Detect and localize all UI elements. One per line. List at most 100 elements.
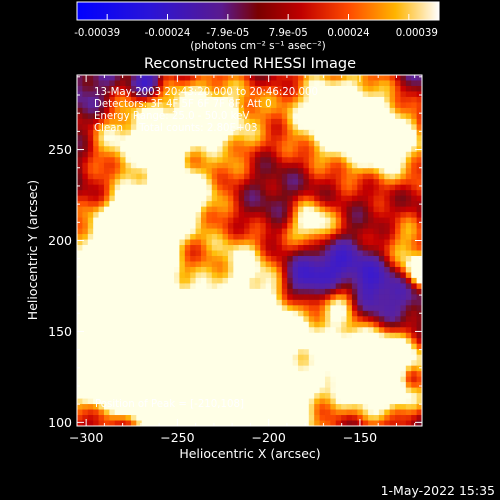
heatmap-cell xyxy=(281,228,288,235)
heatmap-cell xyxy=(222,316,229,323)
heatmap-cell xyxy=(227,195,234,202)
heatmap-cell xyxy=(330,354,337,361)
heatmap-cell xyxy=(179,223,186,230)
heatmap-cell xyxy=(227,217,234,224)
heatmap-cell xyxy=(373,184,380,191)
heatmap-cell xyxy=(373,162,380,169)
heatmap-cell xyxy=(130,168,137,175)
heatmap-cell xyxy=(244,212,251,219)
heatmap-cell xyxy=(163,223,170,230)
heatmap-cell xyxy=(265,277,272,284)
heatmap-cell xyxy=(179,360,186,367)
heatmap-cell xyxy=(405,173,412,180)
heatmap-cell xyxy=(362,212,369,219)
heatmap-cell xyxy=(368,157,375,164)
heatmap-cell xyxy=(82,234,89,241)
heatmap-cell xyxy=(276,332,283,339)
heatmap-cell xyxy=(357,85,364,93)
heatmap-cell xyxy=(136,272,143,279)
heatmap-cell xyxy=(254,228,261,235)
heatmap-cell xyxy=(330,261,337,268)
heatmap-cell xyxy=(217,415,224,422)
heatmap-cell xyxy=(416,310,422,317)
heatmap-cell xyxy=(179,255,186,263)
heatmap-cell xyxy=(211,102,218,109)
heatmap-cell xyxy=(125,184,132,191)
heatmap-cell xyxy=(287,228,294,235)
heatmap-cell xyxy=(152,338,159,345)
heatmap-cell xyxy=(120,332,127,339)
heatmap-cell xyxy=(244,409,251,416)
heatmap-cell xyxy=(368,272,375,279)
heatmap-cell xyxy=(276,124,283,131)
heatmap-cell xyxy=(87,124,94,131)
heatmap-cell xyxy=(82,201,89,208)
heatmap-cell xyxy=(233,409,240,416)
heatmap-cell xyxy=(292,398,299,405)
heatmap-cell xyxy=(147,124,154,131)
heatmap-cell xyxy=(271,96,278,104)
heatmap-cell xyxy=(217,173,224,180)
heatmap-cell xyxy=(308,129,315,136)
heatmap-cell xyxy=(195,146,202,153)
heatmap-cell xyxy=(87,294,94,301)
heatmap-cell xyxy=(384,393,391,400)
heatmap-cell xyxy=(254,305,261,312)
heatmap-cell xyxy=(319,234,326,241)
heatmap-cell xyxy=(357,107,364,114)
heatmap-cell xyxy=(87,327,94,334)
heatmap-cell xyxy=(222,343,229,350)
heatmap-cell xyxy=(400,354,407,361)
heatmap-cell xyxy=(190,294,197,301)
heatmap-cell xyxy=(179,261,186,268)
heatmap-cell xyxy=(308,382,315,389)
heatmap-cell xyxy=(330,245,337,252)
heatmap-cell xyxy=(308,118,315,125)
heatmap-cell xyxy=(346,228,353,235)
heatmap-cell xyxy=(190,80,197,87)
heatmap-cell xyxy=(384,245,391,252)
heatmap-cell xyxy=(341,162,348,169)
heatmap-cell xyxy=(384,365,391,372)
heatmap-cell xyxy=(125,168,132,175)
heatmap-cell xyxy=(233,179,240,186)
heatmap-cell xyxy=(238,75,245,82)
heatmap-cell xyxy=(168,96,175,104)
heatmap-cell xyxy=(395,113,402,120)
heatmap-cell xyxy=(319,409,326,416)
heatmap-cell xyxy=(206,129,213,136)
heatmap-cell xyxy=(200,228,207,235)
heatmap-cell xyxy=(93,316,100,323)
heatmap-cell xyxy=(308,261,315,268)
heatmap-cell xyxy=(265,371,272,378)
heatmap-cell xyxy=(276,261,283,268)
heatmap-cell xyxy=(335,245,342,252)
heatmap-cell xyxy=(351,118,358,125)
heatmap-cell xyxy=(260,354,267,361)
heatmap-cell xyxy=(362,217,369,224)
heatmap-cell xyxy=(395,343,402,350)
heatmap-cell xyxy=(292,387,299,394)
heatmap-cell xyxy=(271,135,278,142)
heatmap-cell xyxy=(357,332,364,339)
heatmap-cell xyxy=(411,283,418,290)
heatmap-cell xyxy=(319,371,326,378)
heatmap-cell xyxy=(351,234,358,241)
heatmap-cell xyxy=(244,393,251,400)
heatmap-cell xyxy=(141,179,148,186)
heatmap-cell xyxy=(184,206,191,213)
heatmap-cell xyxy=(109,206,116,213)
heatmap-cell xyxy=(389,338,396,345)
y-tick-label: 150 xyxy=(48,324,72,339)
heatmap-cell xyxy=(179,354,186,361)
heatmap-cell xyxy=(319,354,326,361)
heatmap-cell xyxy=(141,223,148,230)
heatmap-cell xyxy=(368,261,375,268)
heatmap-cell xyxy=(190,239,197,246)
heatmap-cell xyxy=(120,118,127,125)
heatmap-cell xyxy=(378,288,385,295)
heatmap-cell xyxy=(157,343,164,350)
heatmap-cell xyxy=(314,294,321,301)
heatmap-cell xyxy=(93,354,100,361)
heatmap-cell xyxy=(98,382,105,389)
